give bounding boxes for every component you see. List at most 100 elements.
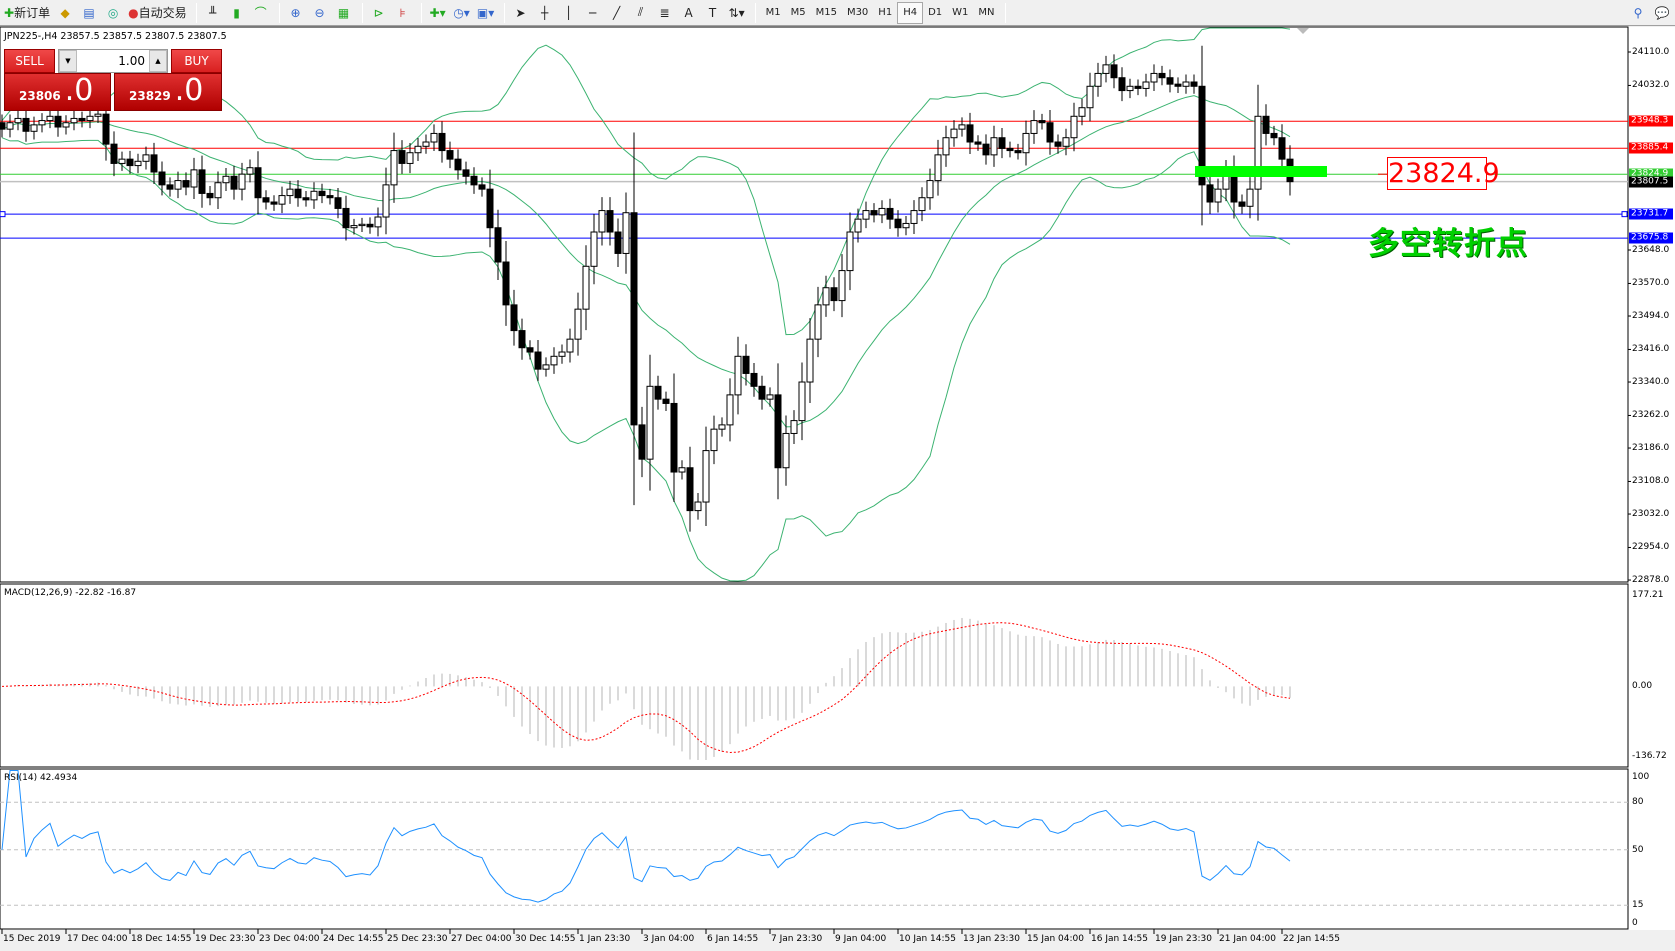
bullish-candle-body xyxy=(246,167,254,175)
bullish-candle-body xyxy=(1094,72,1102,87)
bullish-candle-body xyxy=(798,381,806,422)
bar-chart-icon[interactable]: ╨ xyxy=(208,5,217,20)
bearish-candle-body xyxy=(1270,132,1278,139)
vertical-line-icon[interactable]: │ xyxy=(564,5,573,20)
bullish-candle-body xyxy=(430,132,438,143)
indicators-icon[interactable]: ✚▾ xyxy=(429,5,446,20)
buy-button[interactable]: BUY xyxy=(171,49,222,73)
horizontal-line-icon[interactable]: ─ xyxy=(588,5,597,20)
new-order-button[interactable]: ✚ 新订单 xyxy=(2,2,52,24)
candle xyxy=(1070,102,1078,152)
bullish-candle-body xyxy=(1182,81,1190,87)
candle xyxy=(958,117,966,137)
candle xyxy=(734,336,742,415)
auto-trading-button[interactable]: ● 自动交易 xyxy=(126,2,189,24)
candle xyxy=(390,132,398,203)
candle xyxy=(838,254,846,318)
bullish-candle-body xyxy=(30,124,38,132)
arrows-icon[interactable]: ⇅▾ xyxy=(728,5,745,20)
bearish-candle-body xyxy=(830,287,838,302)
lot-size-input[interactable]: 1.00 xyxy=(118,54,145,68)
candle xyxy=(198,155,206,208)
buy-price-box[interactable]: 23829.0 xyxy=(114,73,222,111)
bearish-candle-body xyxy=(1262,115,1270,134)
sell-price-box[interactable]: 23806.0 xyxy=(4,73,111,111)
pivot-highlight-bar[interactable] xyxy=(1195,166,1327,177)
text-icon[interactable]: A xyxy=(684,5,693,20)
chart-shift-icon[interactable]: ⊧ xyxy=(399,5,406,20)
crosshair-icon[interactable]: ┼ xyxy=(540,5,549,20)
candlestick-chart-icon[interactable]: ▮ xyxy=(233,5,240,20)
bearish-candle-body xyxy=(486,188,494,229)
candle xyxy=(46,108,54,129)
chat-icon[interactable]: 💬 xyxy=(1654,5,1670,20)
candle xyxy=(574,292,582,356)
equidistant-channel-icon[interactable]: ⫽ xyxy=(637,5,644,19)
periods-icon[interactable]: ◷▾ xyxy=(453,5,470,20)
bearish-candle-body xyxy=(150,154,158,173)
timeframe-w1[interactable]: W1 xyxy=(952,7,969,18)
sell-button[interactable]: SELL xyxy=(4,49,55,73)
separator xyxy=(420,2,422,23)
bearish-candle-body xyxy=(302,197,310,201)
cursor-icon[interactable]: ➤ xyxy=(515,5,526,20)
zoom-in-icon[interactable]: ⊕ xyxy=(290,5,301,20)
timeframe-h4[interactable]: H4 xyxy=(897,1,924,24)
bearish-candle-body xyxy=(0,122,6,130)
bearish-candle-body xyxy=(662,398,670,404)
candle xyxy=(902,215,910,236)
tile-windows-icon[interactable]: ▦ xyxy=(337,5,350,20)
line-handle[interactable] xyxy=(1621,211,1628,218)
timeframe-h1[interactable]: H1 xyxy=(878,7,893,18)
bearish-candle-body xyxy=(630,212,638,426)
candle xyxy=(278,186,286,214)
timeframe-bar: M1 M5 M15 M30 H1 H4 D1 W1 MN xyxy=(761,1,1000,24)
x-tick-label: 7 Jan 23:30 xyxy=(771,934,823,944)
signals-icon[interactable]: ◎ xyxy=(107,5,119,20)
candle xyxy=(382,167,390,235)
zoom-out-icon[interactable]: ⊖ xyxy=(314,5,325,20)
timeframe-m5[interactable]: M5 xyxy=(790,7,806,18)
timeframe-m30[interactable]: M30 xyxy=(846,7,869,18)
timeframe-mn[interactable]: MN xyxy=(978,7,995,18)
bearish-candle-body xyxy=(1198,85,1206,186)
text-label-icon[interactable]: T xyxy=(708,5,717,20)
bearish-candle-body xyxy=(126,158,134,167)
candle xyxy=(1150,64,1158,92)
candle xyxy=(318,183,326,204)
lot-increase-icon[interactable]: ▲ xyxy=(149,50,167,72)
candle xyxy=(1262,104,1270,146)
x-tick-label: 15 Dec 2019 xyxy=(3,934,61,944)
bullish-candle-body xyxy=(406,152,414,164)
bearish-candle-body xyxy=(462,169,470,177)
bullish-candle-body xyxy=(838,270,846,302)
candle xyxy=(206,185,214,206)
market-watch-icon[interactable]: ◆ xyxy=(60,5,70,20)
new-order-label: 新订单 xyxy=(14,6,51,20)
line-chart-icon[interactable]: ⌒ xyxy=(254,6,267,20)
bearish-candle-body xyxy=(1110,64,1118,79)
timeframe-m1[interactable]: M1 xyxy=(765,7,781,18)
auto-scroll-icon[interactable]: ⊳ xyxy=(373,5,384,20)
annotation-text[interactable]: 多空转折点 xyxy=(1368,226,1528,262)
lot-decrease-icon[interactable]: ▼ xyxy=(59,50,77,72)
annotation-price-label[interactable]: 23824.9 xyxy=(1387,157,1500,190)
line-handle[interactable] xyxy=(0,211,6,218)
timeframe-d1[interactable]: D1 xyxy=(928,7,943,18)
candle xyxy=(926,168,934,210)
search-icon[interactable]: ⚲ xyxy=(1633,5,1643,20)
candle xyxy=(774,363,782,500)
timeframe-m15[interactable]: M15 xyxy=(815,7,837,18)
trendline-icon[interactable]: ╱ xyxy=(612,5,621,20)
chart-shift-marker-icon[interactable] xyxy=(1297,28,1309,34)
bullish-candle-body xyxy=(990,137,998,156)
candle xyxy=(1094,62,1102,97)
bullish-candle-body xyxy=(190,169,198,188)
candle xyxy=(558,344,566,364)
fibonacci-icon[interactable]: ≣ xyxy=(659,5,670,20)
navigator-icon[interactable]: ▤ xyxy=(83,5,95,20)
lot-size-stepper[interactable]: ▼ 1.00 ▲ xyxy=(58,49,168,73)
templates-icon[interactable]: ▣▾ xyxy=(476,5,495,20)
bullish-candle-body xyxy=(1142,81,1150,89)
